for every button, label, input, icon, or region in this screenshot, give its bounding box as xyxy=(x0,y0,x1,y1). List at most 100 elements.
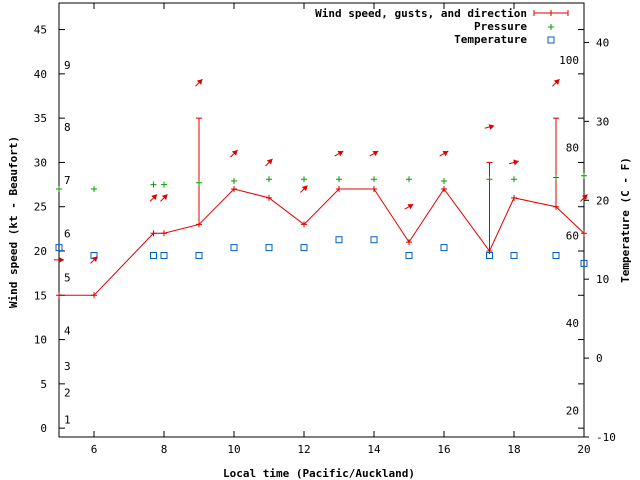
y2-tick-label: 10 xyxy=(596,273,609,286)
temperature-point xyxy=(150,252,157,260)
pressure-point xyxy=(371,176,377,183)
wind-direction-arrow xyxy=(195,78,203,87)
y-tick-label: 10 xyxy=(34,334,47,347)
temperature-point xyxy=(265,244,273,252)
temperature-point xyxy=(580,259,588,267)
wind-direction-arrow xyxy=(54,256,64,263)
fahrenheit-label: 20 xyxy=(566,405,579,418)
y2-axis-title: Temperature (C - F) xyxy=(619,157,632,283)
wind-point xyxy=(150,230,157,237)
beaufort-label: 7 xyxy=(64,174,71,187)
pressure-point xyxy=(150,181,157,188)
wind-direction-head xyxy=(372,150,379,157)
temperature-point xyxy=(440,244,448,252)
wind-point xyxy=(266,194,272,201)
temperature-point xyxy=(195,252,203,260)
pressure-point xyxy=(161,181,167,188)
wind-point xyxy=(581,230,587,237)
pressure-point xyxy=(56,186,62,192)
pressure-point xyxy=(336,176,342,183)
x-axis-title: Local time (Pacific/Auckland) xyxy=(223,467,415,480)
temperature-point xyxy=(405,252,413,260)
beaufort-label: 3 xyxy=(64,360,71,373)
wind-point xyxy=(56,292,62,299)
legend-label-wind: Wind speed, gusts, and direction xyxy=(315,7,527,20)
wind-point xyxy=(196,221,202,228)
wind-direction-arrow xyxy=(580,193,588,202)
beaufort-label: 6 xyxy=(64,227,71,240)
y-tick-label: 40 xyxy=(34,68,47,81)
wind-direction-arrow xyxy=(509,159,519,166)
y2-tick-label: 20 xyxy=(596,194,609,207)
beaufort-label: 5 xyxy=(64,272,71,285)
legend-label-temperature: Temperature xyxy=(454,33,527,46)
wind-direction-head xyxy=(337,150,344,157)
pressure-point xyxy=(301,176,307,183)
wind-direction-arrow xyxy=(334,150,344,157)
y-tick-label: 20 xyxy=(34,245,47,258)
pressure-point xyxy=(511,176,517,183)
beaufort-label: 1 xyxy=(64,413,71,426)
wind-direction-head xyxy=(59,256,64,263)
wind-direction-head xyxy=(488,124,495,130)
y-tick-label: 25 xyxy=(34,201,47,214)
temperature-point xyxy=(486,252,493,260)
y-tick-label: 35 xyxy=(34,112,47,125)
wind-point xyxy=(301,221,307,228)
wind-direction-head xyxy=(91,256,98,262)
pressure-point xyxy=(581,172,587,179)
pressure-point xyxy=(231,178,237,185)
legend-sample-pressure xyxy=(548,24,554,30)
fahrenheit-label: 100 xyxy=(559,54,579,67)
temperature-point xyxy=(552,252,560,260)
wind-direction-head xyxy=(266,158,273,165)
wind-point xyxy=(161,230,167,237)
temperature-point xyxy=(335,236,343,244)
legend-label-pressure: Pressure xyxy=(474,20,527,33)
wind-direction-arrow xyxy=(552,78,560,87)
temperature-point xyxy=(300,244,308,252)
wind-direction-arrow xyxy=(300,185,308,193)
wind-direction-head xyxy=(196,79,203,85)
wind-direction-arrow xyxy=(149,193,158,202)
y-tick-label: 30 xyxy=(34,156,47,169)
pressure-point xyxy=(91,186,97,192)
pressure-point xyxy=(266,176,272,183)
pressure-point xyxy=(553,174,559,181)
wind-direction-head xyxy=(407,204,414,210)
beaufort-label: 4 xyxy=(64,325,71,338)
legend-sample-temperature xyxy=(547,36,555,44)
wind-direction-head xyxy=(151,194,158,200)
wind-point xyxy=(336,186,342,192)
wind-point xyxy=(371,186,377,192)
y-tick-label: 5 xyxy=(40,378,47,391)
x-tick-label: 18 xyxy=(507,443,520,456)
temperature-point xyxy=(230,244,238,252)
pressure-point xyxy=(406,176,412,183)
pressure-point xyxy=(441,178,447,185)
wind-direction-arrow xyxy=(404,203,414,210)
wind-direction-head xyxy=(442,150,449,157)
x-tick-label: 16 xyxy=(437,443,450,456)
fahrenheit-label: 40 xyxy=(566,317,579,330)
temperature-point xyxy=(510,252,518,260)
wind-direction-arrow xyxy=(369,150,379,157)
fahrenheit-label: 60 xyxy=(566,229,579,242)
x-tick-label: 12 xyxy=(297,443,310,456)
x-tick-label: 8 xyxy=(161,443,168,456)
legend-sample-wind-marks xyxy=(533,10,569,16)
wind-direction-head xyxy=(161,194,168,200)
wind-direction-arrow xyxy=(265,158,273,167)
wind-point xyxy=(553,203,559,210)
y-axis-title: Wind speed (kt - Beaufort) xyxy=(7,136,20,308)
wind-direction-arrow xyxy=(160,193,168,202)
y2-tick-label: -10 xyxy=(596,431,616,444)
legend: Wind speed, gusts, and direction Pressur… xyxy=(315,7,569,46)
wind-point xyxy=(231,186,237,192)
wind-direction-head xyxy=(553,79,560,85)
wind-point xyxy=(406,239,412,246)
y-tick-label: 45 xyxy=(34,24,47,37)
y-tick-label: 0 xyxy=(40,422,47,435)
beaufort-label: 2 xyxy=(64,387,71,400)
